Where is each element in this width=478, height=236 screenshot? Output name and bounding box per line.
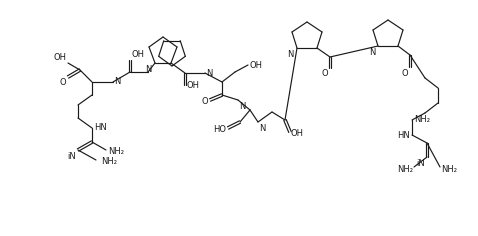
Text: NH₂: NH₂: [397, 164, 413, 173]
Text: N: N: [206, 68, 212, 77]
Text: OH: OH: [250, 60, 263, 69]
Text: NH₂: NH₂: [101, 157, 117, 167]
Text: O: O: [59, 78, 66, 87]
Text: HN: HN: [397, 131, 410, 139]
Text: N: N: [146, 65, 152, 74]
Text: N: N: [288, 50, 294, 59]
Text: N: N: [239, 102, 245, 111]
Text: iN: iN: [416, 159, 425, 168]
Text: iN: iN: [67, 152, 76, 161]
Text: OH: OH: [187, 81, 200, 90]
Text: O: O: [201, 97, 208, 106]
Text: NH₂: NH₂: [441, 164, 457, 173]
Text: O: O: [321, 69, 328, 78]
Text: N: N: [114, 77, 120, 87]
Text: OH: OH: [132, 50, 145, 59]
Text: HN: HN: [94, 123, 107, 132]
Text: O: O: [402, 69, 408, 78]
Text: OH: OH: [54, 53, 67, 62]
Text: N: N: [259, 124, 265, 133]
Text: OH: OH: [291, 130, 304, 139]
Text: HO: HO: [213, 126, 226, 135]
Text: N: N: [369, 48, 376, 57]
Text: NH₂: NH₂: [108, 148, 124, 156]
Text: NH₂: NH₂: [414, 115, 430, 125]
